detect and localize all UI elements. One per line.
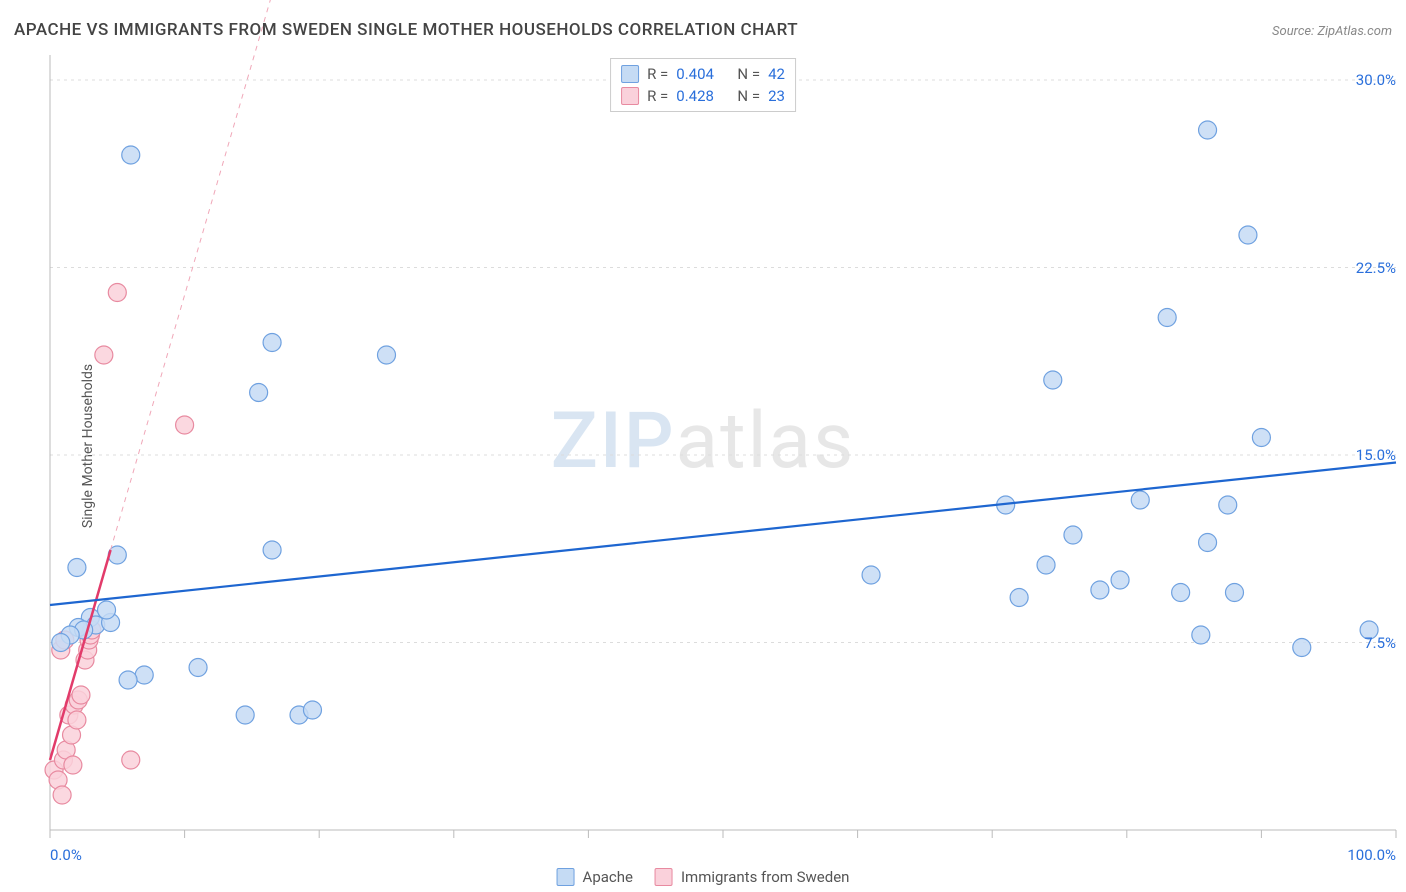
legend-swatch-blue <box>557 868 575 886</box>
stat-legend: R = 0.404 N = 42 R = 0.428 N = 23 <box>610 58 796 112</box>
y-tick-label: 7.5% <box>1364 634 1396 652</box>
y-tick-label: 30.0% <box>1356 71 1396 89</box>
legend-swatch-pink <box>621 87 639 105</box>
r-value: 0.428 <box>676 87 714 105</box>
n-value: 23 <box>768 87 785 105</box>
series-legend-item: Immigrants from Sweden <box>655 868 849 886</box>
n-value: 42 <box>768 65 785 83</box>
y-tick-label: 22.5% <box>1356 259 1396 277</box>
series-label: Immigrants from Sweden <box>681 868 849 886</box>
y-tick-label: 15.0% <box>1356 446 1396 464</box>
x-tick-label: 100.0% <box>1347 846 1396 864</box>
legend-swatch-pink <box>655 868 673 886</box>
series-label: Apache <box>583 868 633 886</box>
r-label: R = <box>647 65 668 83</box>
plot-svg <box>0 0 1406 892</box>
x-tick-label: 0.0% <box>50 846 82 864</box>
series-legend: Apache Immigrants from Sweden <box>557 868 850 886</box>
legend-swatch-blue <box>621 65 639 83</box>
stat-legend-row: R = 0.404 N = 42 <box>621 63 785 85</box>
r-label: R = <box>647 87 668 105</box>
n-label: N = <box>737 65 760 83</box>
stat-legend-row: R = 0.428 N = 23 <box>621 85 785 107</box>
series-legend-item: Apache <box>557 868 633 886</box>
n-label: N = <box>737 87 760 105</box>
r-value: 0.404 <box>676 65 714 83</box>
correlation-chart: APACHE VS IMMIGRANTS FROM SWEDEN SINGLE … <box>0 0 1406 892</box>
